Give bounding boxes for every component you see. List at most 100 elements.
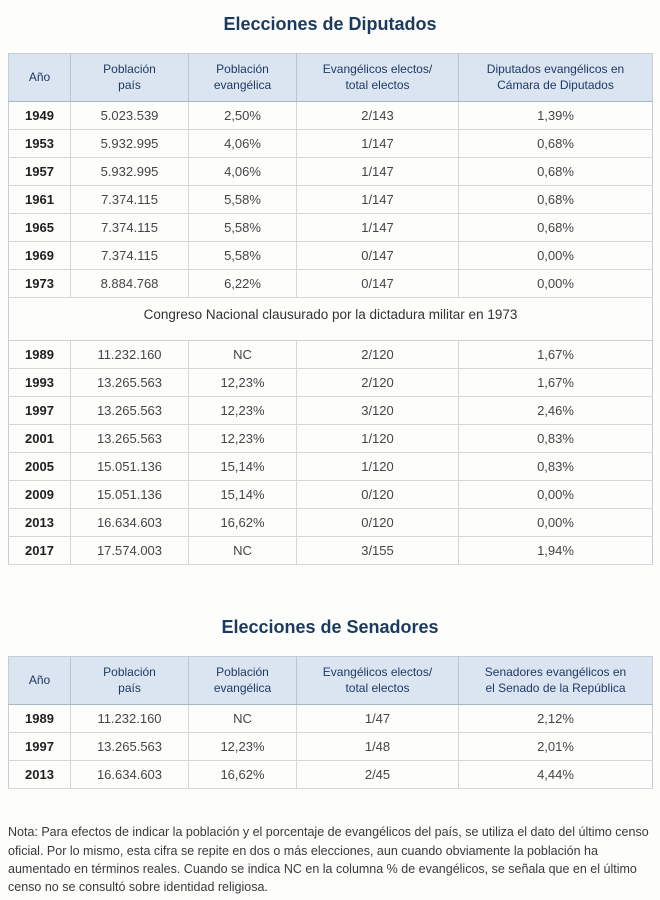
- year-cell: 1949: [8, 101, 71, 131]
- value-cell: 13.265.563: [70, 368, 189, 398]
- value-cell: 1,67%: [458, 340, 653, 370]
- year-cell: 1965: [8, 213, 71, 243]
- congress-closed-note: Congreso Nacional clausurado por la dict…: [8, 297, 653, 342]
- header-cell-electos: Evangélicos electos/ total electos: [296, 53, 459, 103]
- value-cell: 15.051.136: [70, 452, 189, 482]
- value-cell: 5.932.995: [70, 129, 189, 159]
- value-cell: 0,68%: [458, 213, 653, 243]
- value-cell: 11.232.160: [70, 340, 189, 370]
- table-row: 2013 16.634.603 16,62% 2/45 4,44%: [8, 760, 653, 790]
- value-cell: 3/155: [296, 536, 459, 566]
- value-cell: NC: [188, 704, 297, 734]
- value-cell: 1/120: [296, 424, 459, 454]
- value-cell: 0,83%: [458, 452, 653, 482]
- table-row: 1969 7.374.115 5,58% 0/147 0,00%: [8, 241, 653, 271]
- year-cell: 2013: [8, 508, 71, 538]
- header-cell-ano: Año: [8, 53, 71, 103]
- value-cell: 15,14%: [188, 452, 297, 482]
- header-cell-camara: Diputados evangélicos en Cámara de Diput…: [458, 53, 653, 103]
- value-cell: 2,46%: [458, 396, 653, 426]
- value-cell: 1,67%: [458, 368, 653, 398]
- value-cell: 8.884.768: [70, 269, 189, 299]
- value-cell: 0/147: [296, 241, 459, 271]
- table-row: 1973 8.884.768 6,22% 0/147 0,00%: [8, 269, 653, 299]
- value-cell: 16,62%: [188, 508, 297, 538]
- value-cell: NC: [188, 340, 297, 370]
- value-cell: 5,58%: [188, 185, 297, 215]
- year-cell: 1953: [8, 129, 71, 159]
- table-row: 1957 5.932.995 4,06% 1/147 0,68%: [8, 157, 653, 187]
- value-cell: 4,44%: [458, 760, 653, 790]
- diputados-rows-pre: 1949 5.023.539 2,50% 2/143 1,39% 1953 5.932.99…: [8, 101, 653, 299]
- header-cell-poblacion-pais: Población país: [70, 53, 189, 103]
- header-cell-ano: Año: [8, 656, 71, 706]
- value-cell: 16.634.603: [70, 760, 189, 790]
- value-cell: 2/120: [296, 340, 459, 370]
- header-row: Año Población país Población evangélica …: [8, 53, 653, 103]
- table-row: 1997 13.265.563 12,23% 3/120 2,46%: [8, 396, 653, 426]
- header-row: Año Población país Población evangélica …: [8, 656, 653, 706]
- value-cell: 5.023.539: [70, 101, 189, 131]
- value-cell: 5.932.995: [70, 157, 189, 187]
- value-cell: 0,00%: [458, 508, 653, 538]
- value-cell: 11.232.160: [70, 704, 189, 734]
- diputados-table: Año Población país Población evangélica …: [8, 53, 653, 566]
- senadores-table-header: Año Población país Población evangélica …: [8, 656, 653, 706]
- value-cell: 1/147: [296, 157, 459, 187]
- value-cell: 6,22%: [188, 269, 297, 299]
- value-cell: NC: [188, 536, 297, 566]
- divider-row: Congreso Nacional clausurado por la dict…: [8, 297, 653, 342]
- value-cell: 2,01%: [458, 732, 653, 762]
- value-cell: 3/120: [296, 396, 459, 426]
- table-row: 2013 16.634.603 16,62% 0/120 0,00%: [8, 508, 653, 538]
- value-cell: 2,12%: [458, 704, 653, 734]
- value-cell: 1/47: [296, 704, 459, 734]
- value-cell: 13.265.563: [70, 424, 189, 454]
- senadores-table: Año Población país Población evangélica …: [8, 656, 653, 790]
- diputados-rows-post: 1989 11.232.160 NC 2/120 1,67% 1993 13.265.563…: [8, 340, 653, 566]
- header-cell-senado: Senadores evangélicos en el Senado de la…: [458, 656, 653, 706]
- value-cell: 15,14%: [188, 480, 297, 510]
- value-cell: 1/147: [296, 213, 459, 243]
- year-cell: 1989: [8, 340, 71, 370]
- table-row: 2009 15.051.136 15,14% 0/120 0,00%: [8, 480, 653, 510]
- value-cell: 1/147: [296, 129, 459, 159]
- page-title-diputados: Elecciones de Diputados: [223, 14, 437, 34]
- value-cell: 1/120: [296, 452, 459, 482]
- value-cell: 0,68%: [458, 185, 653, 215]
- value-cell: 7.374.115: [70, 241, 189, 271]
- year-cell: 2009: [8, 480, 71, 510]
- diputados-table-header: Año Población país Población evangélica …: [8, 53, 653, 103]
- year-cell: 1961: [8, 185, 71, 215]
- table-row: 2001 13.265.563 12,23% 1/120 0,83%: [8, 424, 653, 454]
- table-row: 1949 5.023.539 2,50% 2/143 1,39%: [8, 101, 653, 131]
- header-cell-poblacion-pais: Población país: [70, 656, 189, 706]
- table-row: 1989 11.232.160 NC 1/47 2,12%: [8, 704, 653, 734]
- year-cell: 1969: [8, 241, 71, 271]
- year-cell: 1973: [8, 269, 71, 299]
- value-cell: 1/147: [296, 185, 459, 215]
- value-cell: 15.051.136: [70, 480, 189, 510]
- value-cell: 2,50%: [188, 101, 297, 131]
- year-cell: 2017: [8, 536, 71, 566]
- value-cell: 13.265.563: [70, 396, 189, 426]
- year-cell: 1997: [8, 732, 71, 762]
- table-row: 1961 7.374.115 5,58% 1/147 0,68%: [8, 185, 653, 215]
- value-cell: 1,94%: [458, 536, 653, 566]
- year-cell: 1993: [8, 368, 71, 398]
- value-cell: 12,23%: [188, 424, 297, 454]
- year-cell: 1997: [8, 396, 71, 426]
- value-cell: 12,23%: [188, 732, 297, 762]
- table-row: 1965 7.374.115 5,58% 1/147 0,68%: [8, 213, 653, 243]
- value-cell: 17.574.003: [70, 536, 189, 566]
- value-cell: 4,06%: [188, 157, 297, 187]
- footnote: Nota: Para efectos de indicar la poblaci…: [8, 825, 649, 894]
- value-cell: 0,68%: [458, 129, 653, 159]
- year-cell: 2001: [8, 424, 71, 454]
- value-cell: 0,00%: [458, 269, 653, 299]
- value-cell: 16.634.603: [70, 508, 189, 538]
- page-title-senadores: Elecciones de Senadores: [221, 617, 439, 638]
- value-cell: 7.374.115: [70, 213, 189, 243]
- value-cell: 2/45: [296, 760, 459, 790]
- table-row: 2017 17.574.003 NC 3/155 1,94%: [8, 536, 653, 566]
